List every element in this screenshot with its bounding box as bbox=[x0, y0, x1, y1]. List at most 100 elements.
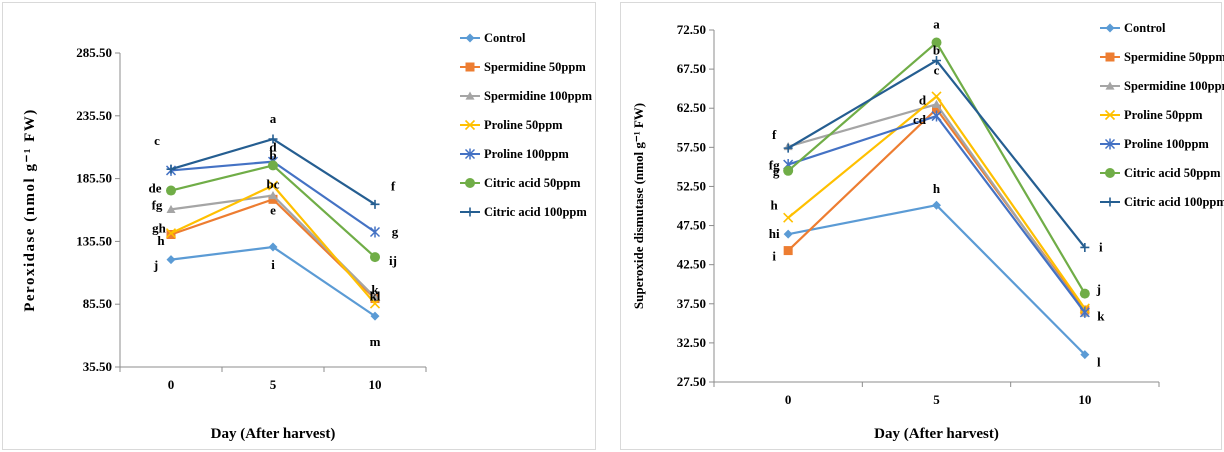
data-point bbox=[166, 164, 176, 174]
data-point bbox=[932, 104, 941, 114]
legend-key-proline-100ppm-marker bbox=[464, 148, 476, 160]
y-tick-label: 42.50 bbox=[677, 257, 706, 272]
data-point bbox=[932, 99, 941, 108]
y-tick-label: 72.50 bbox=[677, 22, 706, 37]
legend-label-citric-acid-100ppm: Citric acid 100ppm bbox=[1124, 195, 1224, 209]
series-control bbox=[166, 242, 380, 321]
series-citric-acid-100ppm bbox=[783, 56, 1090, 252]
series-line bbox=[787, 204, 1086, 356]
legend-label-control: Control bbox=[484, 31, 526, 45]
data-point bbox=[783, 246, 793, 256]
data-point bbox=[783, 229, 793, 239]
letter-labels: j i m gh e kl fg h g de d ij c a f b bc k bbox=[149, 111, 399, 349]
y-tick-label: 37.50 bbox=[677, 296, 706, 311]
data-point bbox=[369, 226, 381, 238]
y-tick-label: 32.50 bbox=[677, 335, 706, 350]
data-point bbox=[268, 134, 278, 144]
y-tick-label: 135.50 bbox=[76, 233, 112, 248]
y-tick-label: 52.50 bbox=[677, 178, 706, 193]
y-tick-label: 67.50 bbox=[677, 61, 706, 76]
chart-frame bbox=[620, 2, 1222, 450]
significance-label: e bbox=[270, 202, 276, 217]
y-tick-label: 285.50 bbox=[76, 45, 112, 60]
data-point bbox=[166, 255, 176, 265]
significance-label: f bbox=[391, 178, 396, 193]
series-proline-100ppm bbox=[783, 110, 1090, 318]
legend-label-spermidine-100ppm: Spermidine 100ppm bbox=[1124, 79, 1224, 93]
legend-label-proline-100ppm: Proline 100ppm bbox=[484, 147, 569, 161]
legend-label-control: Control bbox=[1124, 21, 1166, 35]
y-axis-title: Superoxide dismutase (nmol g⁻¹ FW) bbox=[631, 103, 646, 309]
y-tick-label: 85.50 bbox=[83, 296, 112, 311]
significance-label: k bbox=[1097, 308, 1105, 323]
significance-label: k bbox=[371, 282, 379, 297]
data-point bbox=[166, 204, 176, 213]
x-tick-label: 5 bbox=[933, 392, 940, 407]
y-tick-label: 62.50 bbox=[677, 100, 706, 115]
legend-label-proline-100ppm: Proline 100ppm bbox=[1124, 137, 1209, 151]
y-tick-label: 57.50 bbox=[677, 139, 706, 154]
x-tick-label: 0 bbox=[785, 392, 792, 407]
significance-label: hi bbox=[769, 226, 780, 241]
data-point bbox=[268, 194, 278, 204]
series-line bbox=[787, 40, 1086, 295]
legend-key-citric-acid-100ppm-marker bbox=[465, 207, 475, 217]
legend-label-proline-50ppm: Proline 50ppm bbox=[484, 118, 563, 132]
sod-chart: 27.50 32.50 37.50 42.50 47.50 52.50 57.50 62.50… bbox=[631, 17, 1224, 442]
significance-label: h bbox=[771, 198, 779, 213]
legend-label-citric-acid-50ppm: Citric acid 50ppm bbox=[1124, 166, 1221, 180]
significance-label: m bbox=[370, 334, 381, 349]
data-point bbox=[1080, 350, 1090, 360]
y-axis-title: Peroxidase (nmol g⁻¹ FW) bbox=[22, 108, 38, 312]
data-point bbox=[370, 311, 380, 321]
data-point bbox=[1079, 288, 1090, 299]
legend-key-spermidine-100ppm-marker bbox=[1105, 81, 1115, 90]
significance-label: b bbox=[933, 43, 940, 58]
significance-label: d bbox=[269, 139, 277, 154]
x-axis-title: Day (After harvest) bbox=[211, 426, 336, 442]
significance-label: fg bbox=[152, 197, 163, 212]
data-point bbox=[932, 56, 941, 66]
significance-label: bc bbox=[267, 176, 280, 191]
data-point bbox=[783, 212, 794, 223]
significance-label: a bbox=[270, 111, 277, 126]
x-tick-label: 0 bbox=[168, 377, 175, 392]
peroxidase-chart: 35.50 85.50 135.50 185.50 235.50 285.50 0 5 10 Da… bbox=[22, 31, 593, 442]
peroxidase-chart-panel: 35.50 85.50 135.50 185.50 235.50 285.50 0 5 10 Da… bbox=[0, 0, 600, 452]
legend-label-citric-acid-100ppm: Citric acid 100ppm bbox=[484, 205, 587, 219]
data-point bbox=[166, 229, 176, 239]
series-proline-50ppm bbox=[165, 180, 381, 309]
data-point bbox=[370, 199, 380, 209]
data-point bbox=[1080, 242, 1090, 252]
y-tick-label: 27.50 bbox=[677, 374, 706, 389]
significance-label: h bbox=[933, 181, 941, 196]
legend-label-spermidine-50ppm: Spermidine 50ppm bbox=[484, 60, 586, 74]
significance-label: c bbox=[154, 133, 160, 148]
significance-label: i bbox=[1099, 239, 1103, 254]
letter-labels: hi h l i cd d h c fg k g a j f b i bbox=[769, 17, 1105, 370]
series-citric-acid-50ppm bbox=[783, 37, 1090, 299]
significance-label: i bbox=[271, 257, 275, 272]
significance-label: j bbox=[153, 258, 158, 273]
data-point bbox=[268, 191, 278, 200]
data-point bbox=[931, 37, 942, 48]
legend: Control Spermidine 50ppm Spermidine 100ppm… bbox=[1100, 21, 1224, 209]
legend-key-proline-100ppm-marker bbox=[1104, 138, 1116, 150]
data-point bbox=[166, 185, 176, 196]
legend: Control Spermidine 50ppm Spermidine 100ppm… bbox=[460, 31, 593, 219]
chart-frame bbox=[2, 2, 596, 450]
y-tick-label: 35.50 bbox=[83, 359, 112, 374]
data-point bbox=[267, 180, 279, 191]
axes: 27.50 32.50 37.50 42.50 47.50 52.50 57.50 62.50… bbox=[677, 22, 1160, 407]
x-tick-label: 10 bbox=[369, 377, 382, 392]
sod-chart-panel: 27.50 32.50 37.50 42.50 47.50 52.50 57.50 62.50… bbox=[618, 0, 1224, 452]
data-point bbox=[370, 252, 380, 263]
significance-label: f bbox=[772, 127, 777, 142]
x-tick-label: 10 bbox=[1078, 392, 1091, 407]
legend-key-spermidine-100ppm-marker bbox=[465, 91, 475, 100]
y-tick-label: 235.50 bbox=[76, 108, 112, 123]
series-citric-acid-50ppm bbox=[166, 160, 380, 263]
data-point bbox=[370, 292, 380, 301]
legend-key-control-marker bbox=[465, 33, 475, 43]
legend-key-spermidine-50ppm-marker bbox=[465, 62, 475, 72]
